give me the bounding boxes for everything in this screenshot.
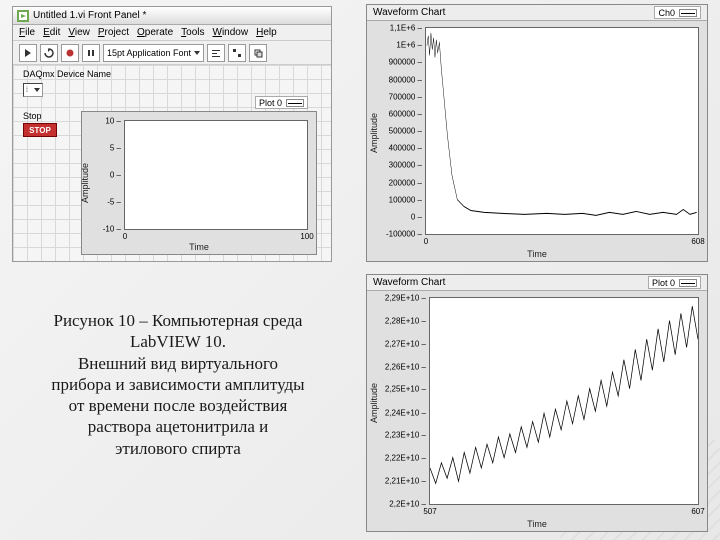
window-title: Untitled 1.vi Front Panel * [33, 10, 146, 21]
chart3-ylabel: Amplitude [369, 383, 379, 423]
menu-project[interactable]: Project [98, 27, 129, 38]
distribute-button[interactable] [228, 44, 246, 62]
chart2: Waveform Chart Ch0 1,1E+6 –1E+6 –900000 … [366, 4, 708, 262]
stop-button[interactable]: STOP [23, 123, 57, 137]
stop-label: Stop [23, 111, 42, 121]
device-label: DAQmx Device Name [23, 69, 111, 79]
chart2-ylabel: Amplitude [369, 113, 379, 153]
toolbar: 15pt Application Font [13, 41, 331, 65]
run-button[interactable] [19, 44, 37, 62]
chart1-xlabel: Time [189, 242, 209, 252]
menu-edit[interactable]: Edit [43, 27, 60, 38]
menu-window[interactable]: Window [213, 27, 249, 38]
chart3-legend: Plot 0 [648, 276, 701, 289]
menu-operate[interactable]: Operate [137, 27, 173, 38]
chart2-line [426, 28, 698, 234]
chart3-title: Waveform Chart Plot 0 [367, 275, 707, 291]
abort-button[interactable] [61, 44, 79, 62]
font-selector[interactable]: 15pt Application Font [103, 44, 204, 62]
chart2-legend: Ch0 [654, 6, 701, 19]
menu-help[interactable]: Help [256, 27, 277, 38]
chart1-plot: 10 –5 –0 –-5 –-10 – 0100 [124, 120, 308, 230]
caption: Рисунок 10 – Компьютерная среда LabVIEW … [18, 310, 338, 459]
device-selector[interactable]: ⁞ [23, 83, 43, 97]
chart1-legend: Plot 0 [255, 96, 308, 109]
app-icon [17, 10, 29, 22]
chart1-ylabel: Amplitude [80, 163, 90, 203]
window-titlebar: Untitled 1.vi Front Panel * [13, 7, 331, 25]
reorder-button[interactable] [249, 44, 267, 62]
chart2-xlabel: Time [527, 249, 547, 259]
labview-window: Untitled 1.vi Front Panel * File Edit Vi… [12, 6, 332, 262]
run-cont-button[interactable] [40, 44, 58, 62]
menubar[interactable]: File Edit View Project Operate Tools Win… [13, 25, 331, 41]
align-button[interactable] [207, 44, 225, 62]
chart3-xlabel: Time [527, 519, 547, 529]
chart3-plot: 2,29E+10 –2,28E+10 –2,27E+10 –2,26E+10 –… [429, 297, 699, 505]
menu-tools[interactable]: Tools [181, 27, 204, 38]
pause-button[interactable] [82, 44, 100, 62]
chart1: Plot 0 10 –5 –0 –-5 –-10 – 0100 Amplitud… [81, 111, 317, 255]
menu-view[interactable]: View [68, 27, 90, 38]
menu-file[interactable]: File [19, 27, 35, 38]
chart3: Waveform Chart Plot 0 2,29E+10 –2,28E+10… [366, 274, 708, 532]
chart2-title: Waveform Chart Ch0 [367, 5, 707, 21]
chart2-plot: 1,1E+6 –1E+6 –900000 –800000 –700000 –60… [425, 27, 699, 235]
chart3-line [430, 298, 698, 504]
